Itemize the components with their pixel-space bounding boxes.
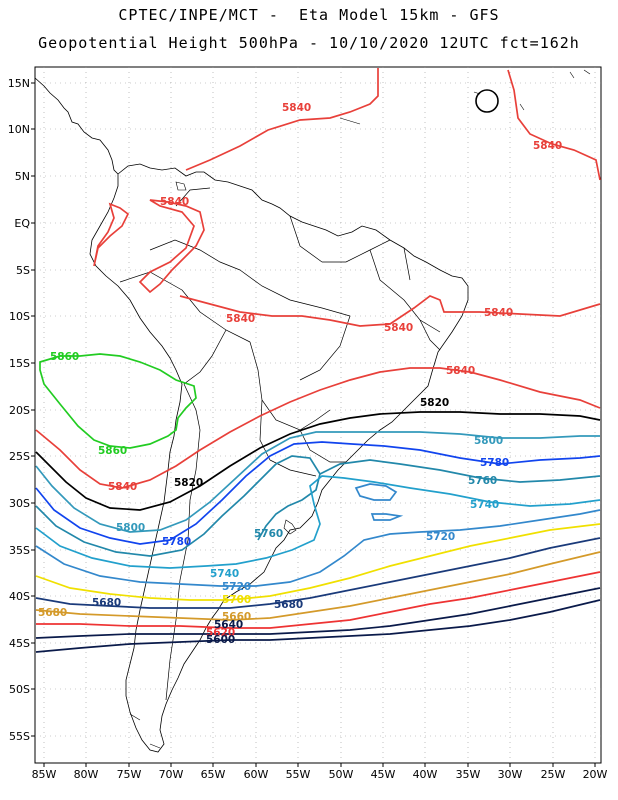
contours xyxy=(35,68,601,653)
contour-5660 xyxy=(35,551,601,621)
latitude-label: 45S xyxy=(9,637,30,650)
coastlines xyxy=(34,69,591,753)
contour-label: 5800 xyxy=(116,522,145,534)
contour-label: 5860 xyxy=(50,351,79,363)
contour-5640 xyxy=(36,571,601,629)
contour-5700 xyxy=(35,523,601,601)
longitude-label: 65W xyxy=(201,768,226,781)
contour-label: 5740 xyxy=(470,499,499,511)
contour-label: 5680 xyxy=(274,599,303,611)
contour-5800 xyxy=(35,431,600,533)
longitude-label: 70W xyxy=(159,768,184,781)
contour-5840 xyxy=(507,69,601,181)
contour-5840 xyxy=(93,202,130,267)
contour-5840 xyxy=(185,68,379,171)
longitude-label: 60W xyxy=(244,768,269,781)
axis-ticks: 15N 10N 5N EQ 5S 10S 15S 20S 25S 30S 35S 40S 45S 50S 5… xyxy=(8,77,608,781)
longitude-label: 35W xyxy=(456,768,481,781)
contour-label: 5720 xyxy=(426,531,455,543)
latitude-label: 30S xyxy=(9,497,30,510)
longitude-label: 20W xyxy=(583,768,608,781)
south-america-coast xyxy=(89,163,469,753)
contour-label: 5720 xyxy=(222,581,251,593)
contour-label: 5840 xyxy=(533,140,562,152)
contour-label: 5800 xyxy=(474,435,503,447)
contour-5780 xyxy=(35,441,601,545)
contour-label: 5600 xyxy=(206,634,235,646)
contour-label: 5740 xyxy=(210,568,239,580)
contour-label: 5780 xyxy=(162,536,191,548)
contour-label: 5840 xyxy=(484,307,513,319)
contour-label: 5840 xyxy=(384,322,413,334)
contour-label: 5840 xyxy=(226,313,255,325)
contour-label: 5640 xyxy=(214,619,243,631)
longitude-label: 25W xyxy=(541,768,566,781)
latitude-label: 40S xyxy=(9,590,30,603)
contour-5680 xyxy=(35,537,601,609)
contour-label: 5760 xyxy=(468,475,497,487)
islands xyxy=(129,69,591,749)
longitude-label: 30W xyxy=(498,768,523,781)
contour-label: 5760 xyxy=(254,528,283,540)
longitude-label: 45W xyxy=(371,768,396,781)
latitude-label: 20S xyxy=(9,404,30,417)
latitude-label: 5S xyxy=(16,264,30,277)
contour-5860 xyxy=(39,353,197,449)
contour-5600 xyxy=(35,599,601,653)
contour-5840 xyxy=(35,367,601,489)
contour-label: 5620 xyxy=(206,627,235,639)
latitude-label: EQ xyxy=(14,217,30,230)
country-borders xyxy=(119,187,441,701)
contour-label: 5840 xyxy=(160,196,189,208)
contour-5760 xyxy=(35,455,601,557)
title-line-1: CPTEC/INPE/MCT - Eta Model 15km - GFS xyxy=(118,6,500,24)
contour-label: 5680 xyxy=(92,597,121,609)
latitude-label: 55S xyxy=(9,730,30,743)
contour-5620 xyxy=(35,587,601,639)
longitude-label: 85W xyxy=(32,768,57,781)
contour-label: 5660 xyxy=(222,611,251,623)
longitude-label: 50W xyxy=(329,768,354,781)
contour-label: 5840 xyxy=(446,365,475,377)
contour-label: 5840 xyxy=(282,102,311,114)
central-america-coast xyxy=(34,77,119,175)
latitude-label: 10S xyxy=(9,310,30,323)
contour-label: 5820 xyxy=(420,397,449,409)
contour-label: 5780 xyxy=(480,457,509,469)
latitude-label: 15N xyxy=(8,77,30,90)
latitude-label: 10N xyxy=(8,123,30,136)
latitude-label: 50S xyxy=(9,683,30,696)
contour-5840 xyxy=(179,295,601,327)
longitude-label: 80W xyxy=(74,768,99,781)
contour-5740 xyxy=(35,475,601,569)
contour-label: 5680 xyxy=(38,607,67,619)
contour-5720 xyxy=(35,509,601,587)
latitude-label: 35S xyxy=(9,544,30,557)
contour-label: 5840 xyxy=(108,481,137,493)
longitude-label: 75W xyxy=(117,768,142,781)
title-line-2: Geopotential Height 500hPa - 10/10/2020 … xyxy=(38,34,580,52)
contour-label: 5820 xyxy=(174,477,203,489)
contour-5720-inner xyxy=(354,483,404,521)
latitude-label: 15S xyxy=(9,357,30,370)
latitude-label: 25S xyxy=(9,450,30,463)
contour-labels: 5840 5840 5840 5840 5840 5840 5840 5840 … xyxy=(38,102,562,646)
map-frame xyxy=(34,66,602,764)
contour-5840 xyxy=(138,199,205,294)
graticule xyxy=(35,67,601,763)
longitude-label: 40W xyxy=(413,768,438,781)
contour-label: 5700 xyxy=(222,594,251,606)
contour-5820 xyxy=(35,411,601,511)
contour-label: 5860 xyxy=(98,445,127,457)
high-pressure-center xyxy=(475,89,499,113)
latitude-label: 5N xyxy=(15,170,30,183)
longitude-label: 55W xyxy=(286,768,311,781)
